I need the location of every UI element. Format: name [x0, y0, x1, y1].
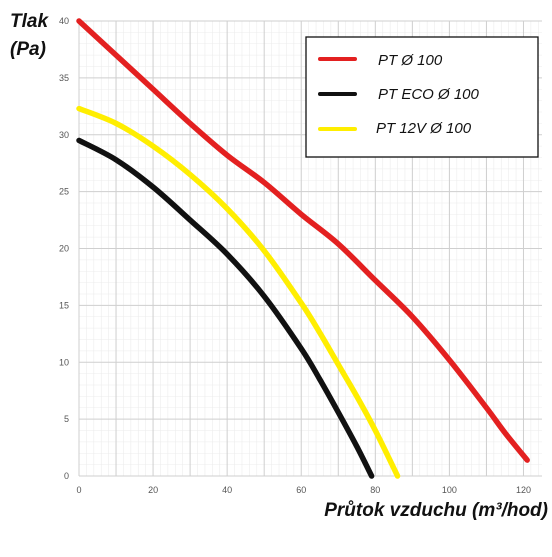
x-axis-title: Průtok vzduchu (m³/hod): [324, 500, 548, 521]
series-lines: [76, 18, 530, 479]
tick-labels: 0 20 40 60 80 100 120 0 5 10 15 20 25 30 35 40: [59, 16, 531, 495]
y-tick-label: 10: [59, 357, 69, 367]
y-tick-label: 30: [59, 130, 69, 140]
x-tick-label: 80: [370, 485, 380, 495]
legend: PT Ø 100 PT ECO Ø 100 PT 12V Ø 100: [305, 36, 539, 158]
y-tick-label: 25: [59, 187, 69, 197]
legend-label: PT 12V Ø 100: [376, 120, 472, 137]
legend-label: PT ECO Ø 100: [378, 86, 480, 103]
x-tick-label: 60: [296, 485, 306, 495]
y-tick-label: 15: [59, 300, 69, 310]
y-axis-title-line2: (Pa): [10, 39, 46, 60]
x-tick-label: 20: [148, 485, 158, 495]
y-tick-label: 0: [64, 471, 69, 481]
legend-label: PT Ø 100: [378, 52, 443, 69]
series-line: [76, 105, 401, 479]
series-line: [76, 18, 530, 463]
y-tick-label: 20: [59, 244, 69, 254]
x-tick-label: 120: [516, 485, 531, 495]
x-tick-label: 100: [442, 485, 457, 495]
series-line: [76, 137, 375, 479]
y-tick-label: 40: [59, 16, 69, 26]
y-tick-label: 5: [64, 414, 69, 424]
y-axis-title-line1: Tlak: [10, 11, 49, 32]
x-tick-label: 0: [76, 485, 81, 495]
x-tick-label: 40: [222, 485, 232, 495]
y-tick-label: 35: [59, 73, 69, 83]
y-axis-title: Tlak (Pa): [10, 11, 49, 60]
